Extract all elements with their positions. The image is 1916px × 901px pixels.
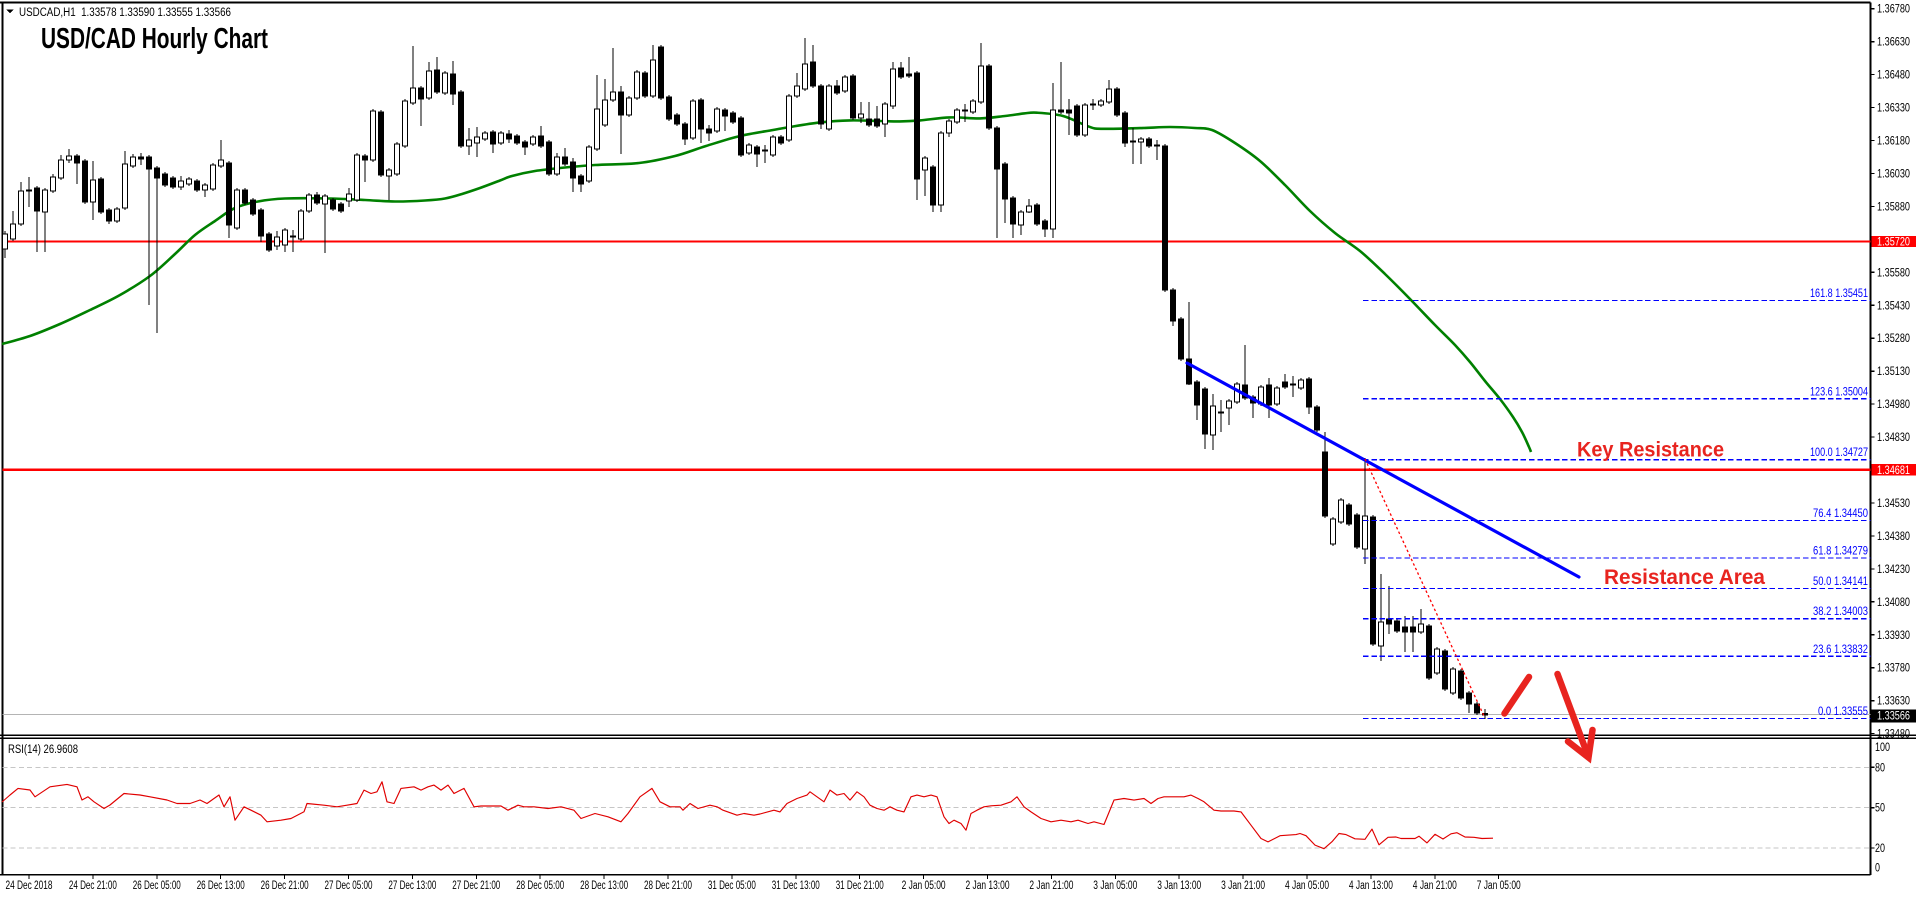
svg-text:1.35430: 1.35430	[1877, 300, 1910, 312]
svg-text:26 Dec 05:00: 26 Dec 05:00	[133, 880, 181, 892]
svg-text:1.33630: 1.33630	[1877, 696, 1910, 708]
svg-text:1.35720: 1.35720	[1877, 237, 1910, 249]
svg-text:100.0 1.34727: 100.0 1.34727	[1810, 447, 1868, 459]
svg-text:1.34080: 1.34080	[1877, 597, 1910, 609]
svg-text:80: 80	[1875, 762, 1885, 774]
svg-text:1.36780: 1.36780	[1877, 4, 1910, 16]
svg-text:3 Jan 13:00: 3 Jan 13:00	[1157, 880, 1201, 892]
svg-text:1.34530: 1.34530	[1877, 498, 1910, 510]
svg-text:USDCAD,H1 1.33578 1.33590 1.3: USDCAD,H1 1.33578 1.33590 1.33555 1.3356…	[19, 7, 231, 19]
svg-text:20: 20	[1875, 843, 1885, 855]
svg-text:1.34980: 1.34980	[1877, 399, 1910, 411]
svg-text:1.33930: 1.33930	[1877, 630, 1910, 642]
svg-text:3 Jan 21:00: 3 Jan 21:00	[1221, 880, 1265, 892]
svg-text:4 Jan 21:00: 4 Jan 21:00	[1413, 880, 1457, 892]
svg-text:1.36480: 1.36480	[1877, 70, 1910, 82]
svg-text:76.4 1.34450: 76.4 1.34450	[1813, 508, 1868, 520]
svg-text:4 Jan 13:00: 4 Jan 13:00	[1349, 880, 1393, 892]
svg-text:RSI(14) 26.9608: RSI(14) 26.9608	[8, 744, 78, 756]
svg-text:2 Jan 13:00: 2 Jan 13:00	[966, 880, 1010, 892]
svg-text:31 Dec 05:00: 31 Dec 05:00	[708, 880, 756, 892]
svg-text:28 Dec 05:00: 28 Dec 05:00	[516, 880, 564, 892]
svg-text:3 Jan 05:00: 3 Jan 05:00	[1093, 880, 1137, 892]
svg-text:61.8 1.34279: 61.8 1.34279	[1813, 546, 1868, 558]
svg-text:26 Dec 21:00: 26 Dec 21:00	[261, 880, 309, 892]
svg-text:50.0 1.34141: 50.0 1.34141	[1813, 576, 1868, 588]
svg-text:1.36630: 1.36630	[1877, 37, 1910, 49]
svg-text:2 Jan 21:00: 2 Jan 21:00	[1029, 880, 1073, 892]
svg-text:24 Dec 21:00: 24 Dec 21:00	[69, 880, 117, 892]
svg-text:31 Dec 13:00: 31 Dec 13:00	[772, 880, 820, 892]
svg-text:31 Dec 21:00: 31 Dec 21:00	[836, 880, 884, 892]
svg-text:38.2 1.34003: 38.2 1.34003	[1813, 606, 1868, 618]
svg-text:USD/CAD Hourly Chart: USD/CAD Hourly Chart	[41, 23, 268, 55]
svg-text:1.34380: 1.34380	[1877, 531, 1910, 543]
svg-text:1.34830: 1.34830	[1877, 432, 1910, 444]
svg-text:1.36030: 1.36030	[1877, 169, 1910, 181]
svg-text:27 Dec 21:00: 27 Dec 21:00	[452, 880, 500, 892]
svg-text:0: 0	[1875, 863, 1880, 875]
svg-text:27 Dec 05:00: 27 Dec 05:00	[325, 880, 373, 892]
svg-text:2 Jan 05:00: 2 Jan 05:00	[902, 880, 946, 892]
svg-text:0.0 1.33555: 0.0 1.33555	[1818, 706, 1868, 718]
svg-text:1.34681: 1.34681	[1877, 465, 1910, 477]
svg-text:1.36180: 1.36180	[1877, 136, 1910, 148]
svg-text:1.36330: 1.36330	[1877, 103, 1910, 115]
svg-text:1.35280: 1.35280	[1877, 333, 1910, 345]
svg-text:161.8 1.35451: 161.8 1.35451	[1810, 288, 1868, 300]
svg-text:7 Jan 05:00: 7 Jan 05:00	[1477, 880, 1521, 892]
svg-text:27 Dec 13:00: 27 Dec 13:00	[388, 880, 436, 892]
svg-text:1.33566: 1.33566	[1877, 711, 1910, 723]
svg-text:24 Dec 2018: 24 Dec 2018	[6, 880, 53, 892]
svg-text:1.35880: 1.35880	[1877, 201, 1910, 213]
svg-text:1.35580: 1.35580	[1877, 267, 1910, 279]
svg-text:23.6 1.33832: 23.6 1.33832	[1813, 644, 1868, 656]
svg-text:1.33480: 1.33480	[1877, 729, 1910, 741]
svg-text:1.33780: 1.33780	[1877, 663, 1910, 675]
svg-text:1.35130: 1.35130	[1877, 366, 1910, 378]
svg-text:Resistance Area: Resistance Area	[1604, 565, 1766, 589]
svg-text:28 Dec 21:00: 28 Dec 21:00	[644, 880, 692, 892]
svg-text:1.34230: 1.34230	[1877, 564, 1910, 576]
svg-text:26 Dec 13:00: 26 Dec 13:00	[197, 880, 245, 892]
svg-text:50: 50	[1875, 803, 1885, 815]
svg-text:100: 100	[1875, 742, 1890, 754]
svg-text:Key Resistance: Key Resistance	[1577, 438, 1724, 462]
svg-text:4 Jan 05:00: 4 Jan 05:00	[1285, 880, 1329, 892]
svg-text:123.6 1.35004: 123.6 1.35004	[1810, 386, 1868, 398]
svg-text:28 Dec 13:00: 28 Dec 13:00	[580, 880, 628, 892]
